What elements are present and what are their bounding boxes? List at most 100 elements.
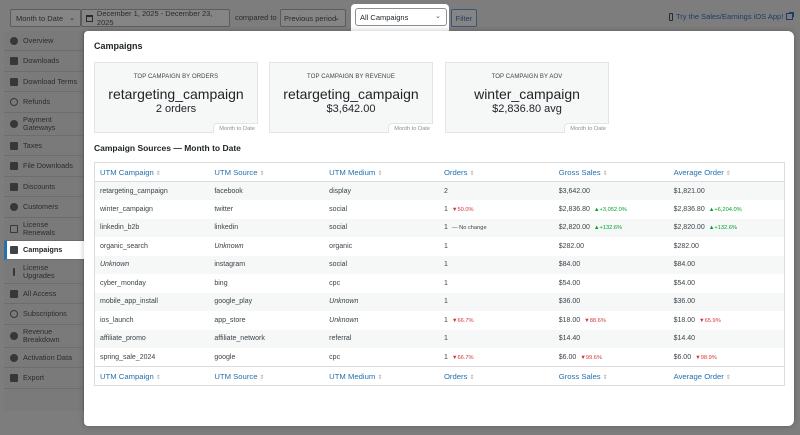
section-title: Campaign Sources — Month to Date (94, 143, 241, 153)
cell-orders: 1 ▼50.0% (439, 200, 554, 219)
table-row: organic_search Unknown organic 1 $282.00 $282… (95, 237, 785, 256)
sidebar-item-taxes[interactable]: Taxes (4, 136, 84, 156)
table-header-row: UTM Campaign ⇕ UTM Source ⇕ UTM Medium ⇕ Or… (94, 162, 785, 182)
sidebar-item-campaigns[interactable]: Campaigns (4, 241, 88, 260)
top-campaign-aov-card: TOP CAMPAIGN BY AOV winter_campaign $2,8… (445, 62, 609, 133)
sort-icon: ⇕ (155, 374, 161, 381)
column-footer-average-order[interactable]: Average Order ⇕ (668, 366, 785, 386)
cell-utm-medium: social (324, 255, 439, 274)
cell-average-order-value: $18.00 (673, 316, 695, 324)
column-footer-utm-campaign[interactable]: UTM Campaign ⇕ (94, 366, 210, 386)
period-select[interactable]: Month to Date ⌄ (10, 9, 81, 27)
pie-chart-icon (10, 332, 18, 340)
cell-average-order-value: $36.00 (673, 298, 695, 306)
sidebar-item-discounts[interactable]: Discounts (4, 177, 84, 197)
sidebar-item-export[interactable]: Export (4, 368, 84, 389)
undo-icon (10, 98, 18, 106)
period-select-value: Month to Date (16, 13, 64, 23)
sidebar-item-payment-gateways[interactable]: Payment Gateways (4, 113, 84, 136)
calendar-icon (86, 14, 93, 22)
cell-orders: 2 (438, 181, 554, 200)
column-footer-utm-medium[interactable]: UTM Medium ⇕ (324, 366, 439, 386)
smartphone-icon (669, 12, 673, 21)
dashboard-icon (10, 36, 18, 45)
cell-utm-medium: Unknown (329, 316, 359, 324)
cell-utm-source: twitter (214, 205, 234, 213)
cell-utm-medium: cpc (329, 279, 341, 287)
column-header-average-order[interactable]: Average Order ⇕ (668, 162, 785, 182)
column-footer-orders[interactable]: Orders ⇕ (438, 366, 554, 386)
column-header-utm-campaign[interactable]: UTM Campaign ⇕ (94, 162, 210, 182)
cell-utm-campaign: affiliate_promo (94, 329, 210, 348)
sidebar-item-all-access[interactable]: All Access (4, 284, 84, 304)
download-icon (10, 57, 18, 65)
cell-gross-sales-value: $3,642.00 (558, 187, 590, 195)
column-header-utm-source[interactable]: UTM Source ⇕ (209, 162, 325, 182)
sidebar-item-download-terms[interactable]: Download Terms (4, 72, 84, 92)
compare-period-select[interactable]: Previous period ⌄ (280, 9, 346, 27)
change-indicator: ▼99.6% (580, 354, 603, 361)
top-campaign-revenue-card: TOP CAMPAIGN BY REVENUE retargeting_camp… (269, 62, 433, 133)
cell-gross-sales-value: $282.00 (558, 242, 585, 250)
download-icon (10, 162, 18, 170)
compare-period-value: Previous period (284, 13, 337, 23)
sidebar-item-refunds[interactable]: Refunds (4, 92, 84, 113)
card-campaign-name: retargeting_campaign (108, 86, 244, 102)
card-label: TOP CAMPAIGN BY REVENUE (307, 74, 395, 80)
cell-utm-campaign: Unknown (94, 255, 210, 274)
sidebar-item-overview[interactable]: Overview (4, 31, 84, 51)
sidebar-item-file-downloads[interactable]: File Downloads (4, 156, 84, 177)
column-header-orders[interactable]: Orders ⇕ (438, 162, 554, 182)
cell-utm-source: facebook (209, 181, 325, 200)
sort-icon: ⇕ (725, 374, 731, 381)
ios-app-link[interactable]: Try the Sales/Earnings iOS App! (669, 12, 795, 21)
cell-average-order-value: $2,820.00 (673, 224, 705, 232)
sidebar-item-activation-data[interactable]: Activation Data (4, 348, 84, 368)
card-campaign-name: retargeting_campaign (283, 86, 419, 102)
sidebar-item-subscriptions[interactable]: Subscriptions (4, 304, 84, 325)
campaign-select[interactable]: All Campaigns ⌄ (355, 8, 447, 26)
date-range-picker[interactable]: December 1, 2025 - December 23, 2025 (81, 9, 230, 27)
table-row: Unknown instagram social 1 $84.00 $84.00 (94, 255, 785, 274)
sort-icon: ⇕ (469, 374, 475, 381)
cell-gross-sales: $18.00 ▼88.6% (554, 311, 669, 330)
globe-icon (10, 353, 18, 362)
cell-average-order: $18.00 ▼65.9% (669, 311, 785, 330)
cell-gross-sales-value: $84.00 (558, 261, 581, 269)
sidebar-item-license-upgrades[interactable]: License Upgrades (4, 260, 84, 284)
table-row: cyber_monday bing cpc 1 $54.00 $54.00 (95, 274, 785, 293)
filter-button[interactable]: Filter (451, 9, 477, 27)
column-header-gross-sales[interactable]: Gross Sales ⇕ (553, 162, 669, 182)
chevron-down-icon: ⌄ (69, 15, 75, 22)
filter-button-label: Filter (455, 13, 473, 23)
cell-utm-campaign: spring_sale_2024 (100, 353, 156, 361)
sidebar-item-downloads[interactable]: Downloads (4, 51, 84, 72)
cell-average-order-value: $84.00 (673, 261, 695, 269)
cell-average-order: $2,836.80 ▲+6,204.0% (669, 200, 785, 219)
card-period-tag: Month to Date (388, 123, 433, 133)
cell-utm-source: linkedin (209, 218, 325, 237)
column-footer-gross-sales[interactable]: Gross Sales ⇕ (553, 366, 669, 386)
column-header-utm-medium[interactable]: UTM Medium ⇕ (324, 162, 439, 182)
table-row: winter_campaign twitter social 1 ▼50.0% $2,83… (95, 200, 785, 219)
change-indicator: ▲+3,052.0% (593, 206, 627, 213)
cell-utm-campaign: ios_launch (100, 316, 134, 324)
chevron-down-icon: ⌄ (334, 15, 340, 22)
cell-utm-campaign: winter_campaign (100, 205, 153, 213)
cell-utm-source: Unknown (214, 242, 244, 250)
cell-average-order: $282.00 (669, 237, 785, 256)
cell-orders-value: 1 (443, 242, 448, 250)
column-footer-utm-source[interactable]: UTM Source ⇕ (209, 366, 325, 386)
date-range-value: December 1, 2025 - December 23, 2025 (96, 9, 213, 27)
change-indicator: ▼66.7% (451, 317, 474, 324)
cell-gross-sales-value: $14.40 (558, 335, 581, 343)
sidebar-item-revenue-breakdown[interactable]: Revenue Breakdown (4, 325, 84, 348)
table-row: retargeting_campaign facebook display 2 $3,6… (94, 181, 785, 200)
sidebar-item-customers[interactable]: Customers (4, 197, 84, 218)
cell-utm-campaign: linkedin_b2b (94, 218, 210, 237)
ios-app-link-label: Try the Sales/Earnings iOS App! (676, 12, 784, 21)
cell-gross-sales-value: $6.00 (558, 353, 577, 361)
cell-utm-source: google_play (209, 292, 325, 311)
sidebar-item-license-renewals[interactable]: License Renewals (4, 218, 84, 241)
campaign-select-value: All Campaigns (360, 13, 409, 22)
